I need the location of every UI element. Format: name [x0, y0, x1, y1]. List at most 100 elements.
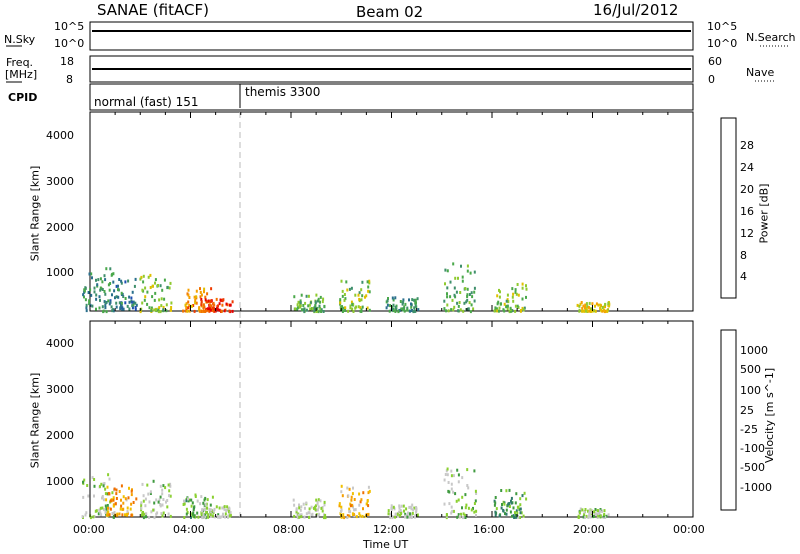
data-cell [360, 298, 363, 302]
data-cell [169, 484, 172, 488]
data-cell [590, 307, 593, 311]
data-cell [351, 492, 354, 496]
data-cell [368, 489, 371, 493]
data-cell [209, 513, 212, 517]
data-cell [584, 303, 587, 307]
data-cell [365, 294, 368, 298]
data-cell [475, 513, 477, 517]
data-cell [187, 300, 190, 304]
data-cell [583, 513, 586, 517]
data-cell [215, 307, 218, 311]
freq-unit-label: [MHz] [5, 68, 38, 81]
data-cell [158, 298, 161, 302]
data-cell [398, 504, 401, 508]
data-cell [309, 307, 312, 311]
data-cell [523, 491, 526, 495]
data-cell [583, 510, 586, 514]
data-cell [155, 308, 158, 312]
data-cell [404, 302, 407, 306]
data-cell [348, 514, 351, 518]
data-cell [506, 504, 509, 508]
data-cell [154, 278, 157, 282]
data-cell [316, 500, 319, 504]
data-cell [204, 310, 207, 313]
data-cell [404, 512, 407, 516]
data-cell [193, 295, 196, 299]
data-cell [310, 513, 313, 517]
data-cell [466, 287, 469, 291]
data-cell [462, 309, 465, 313]
data-cell [165, 303, 168, 307]
data-cell [504, 512, 506, 516]
data-cell [349, 502, 352, 506]
data-cell [228, 507, 231, 511]
data-cell [142, 513, 145, 517]
data-cell [83, 289, 86, 293]
data-cell [132, 300, 135, 304]
data-cell [340, 484, 343, 488]
data-cell [588, 511, 591, 515]
data-cell [208, 307, 211, 311]
data-cell [399, 300, 402, 303]
data-cell [515, 292, 518, 296]
data-cell [208, 309, 211, 313]
data-cell [98, 306, 101, 310]
data-cell [300, 515, 303, 519]
data-cell [581, 508, 584, 512]
data-cell [108, 477, 111, 481]
data-cell [341, 494, 344, 498]
data-cell [387, 509, 390, 513]
data-cell [115, 305, 118, 309]
velocity-ytick-3000: 3000 [46, 383, 74, 396]
data-cell [149, 490, 152, 494]
data-cell [499, 290, 501, 294]
data-cell [107, 473, 110, 477]
data-cell [105, 267, 108, 271]
data-cell [391, 296, 394, 300]
data-cell [154, 281, 156, 285]
data-cell [354, 306, 357, 310]
data-cell [142, 516, 145, 520]
data-cell [593, 512, 596, 516]
data-cell [400, 504, 403, 508]
data-cell [464, 516, 467, 519]
data-cell [323, 503, 326, 507]
data-cell [95, 509, 98, 513]
data-cell [510, 501, 513, 505]
data-cell [206, 292, 209, 296]
data-cell [403, 305, 406, 309]
data-cell [185, 507, 188, 511]
data-cell [475, 509, 478, 513]
data-cell [351, 512, 354, 516]
data-cell [338, 502, 341, 506]
data-cell [321, 506, 324, 509]
data-cell [596, 509, 599, 512]
data-cell [474, 499, 477, 503]
data-cell [298, 305, 301, 309]
data-cell [305, 308, 308, 312]
data-cell [303, 307, 306, 311]
data-cell [228, 514, 231, 518]
data-cell [96, 283, 99, 287]
data-cell [468, 293, 471, 296]
data-cell [506, 304, 509, 308]
vel-cbar-tick-25: 25 [740, 404, 754, 417]
data-cell [229, 303, 232, 307]
data-cell [348, 487, 351, 491]
data-cell [98, 295, 101, 299]
data-cell [195, 301, 198, 305]
data-cell [525, 284, 527, 288]
data-cell [394, 310, 397, 313]
data-cell [314, 300, 317, 304]
data-cell [397, 310, 400, 314]
data-cell [162, 484, 165, 488]
data-cell [473, 270, 476, 274]
data-cell [199, 502, 202, 506]
data-cell [149, 273, 152, 277]
data-cell [517, 505, 520, 509]
data-cell [134, 277, 137, 281]
data-cell [83, 295, 85, 299]
data-cell [142, 280, 145, 284]
data-cell [404, 515, 406, 519]
data-cell [520, 309, 522, 312]
